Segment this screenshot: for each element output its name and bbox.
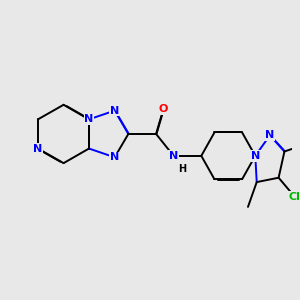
Text: Cl: Cl	[289, 192, 300, 202]
Text: N: N	[265, 130, 274, 140]
Text: N: N	[169, 151, 178, 161]
Text: N: N	[250, 151, 260, 161]
Text: O: O	[159, 104, 168, 114]
Text: N: N	[84, 114, 94, 124]
Text: N: N	[33, 143, 43, 154]
Text: H: H	[178, 164, 186, 174]
Text: N: N	[110, 106, 119, 116]
Text: N: N	[110, 152, 119, 162]
